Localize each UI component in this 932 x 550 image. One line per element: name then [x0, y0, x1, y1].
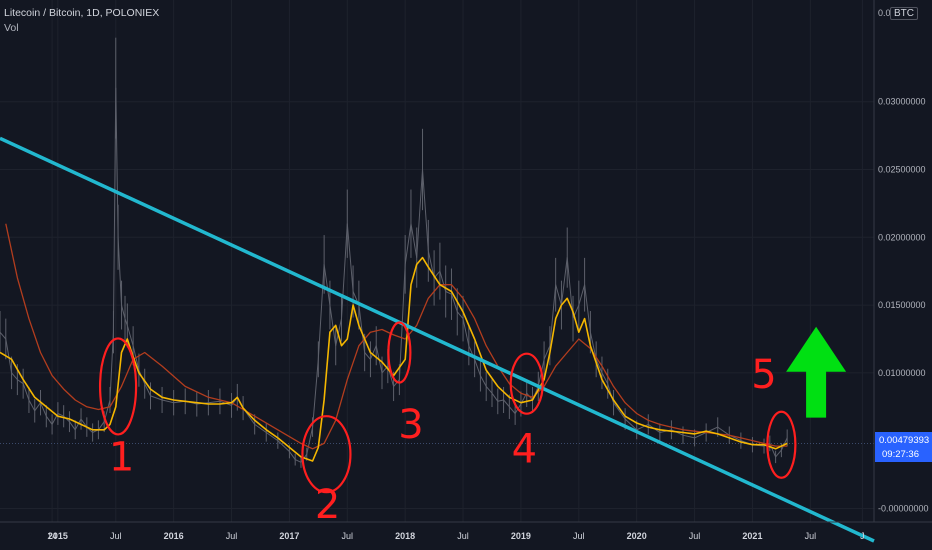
y-tick-label: 0.02500000: [878, 164, 926, 174]
y-tick-label: 0.0: [878, 8, 891, 18]
x-tick-label: J: [860, 531, 865, 541]
x-tick-label: 2018: [395, 531, 415, 541]
x-tick-label: 2015: [48, 531, 68, 541]
y-tick-label: 0.01500000: [878, 300, 926, 310]
annotation-circle: [301, 415, 352, 494]
y-tick-label: 0.01000000: [878, 368, 926, 378]
trendline[interactable]: [0, 136, 875, 543]
symbol-title[interactable]: Litecoin / Bitcoin, 1D, POLONIEX: [4, 7, 160, 19]
x-tick-label: Jul: [457, 531, 469, 541]
last-price-value: 0.00479393: [879, 435, 929, 446]
x-tick-label: 2020: [627, 531, 647, 541]
currency-badge[interactable]: BTC: [890, 7, 918, 20]
annotations: 1 2 3 4 5: [98, 321, 847, 528]
price-axis[interactable]: 0.03000000 0.02500000 0.02000000 0.01500000…: [878, 8, 929, 513]
up-arrow-icon: [786, 326, 847, 418]
x-tick-label: 2016: [164, 531, 184, 541]
annotation-number: 2: [315, 482, 340, 528]
last-price-label: 0.00479393 09:27:36: [875, 432, 932, 462]
y-tick-label: -0.00000000: [878, 503, 929, 513]
slow-moving-average-line: [5, 223, 788, 450]
annotation-circle: [98, 337, 138, 436]
annotation-number: 4: [512, 426, 537, 472]
volume-legend[interactable]: Vol: [4, 22, 19, 34]
bar-countdown: 09:27:36: [882, 449, 919, 460]
annotation-circle: [509, 352, 544, 415]
x-tick-label: 14: [47, 531, 57, 541]
x-tick-label: Jul: [805, 531, 817, 541]
y-tick-label: 0.02000000: [878, 232, 926, 242]
annotation-circle: [766, 410, 797, 479]
annotation-number: 3: [398, 402, 423, 448]
x-tick-label: Jul: [573, 531, 585, 541]
x-tick-label: 2019: [511, 531, 531, 541]
x-tick-label: Jul: [110, 531, 122, 541]
annotation-circle: [387, 321, 412, 384]
x-tick-label: Jul: [226, 531, 238, 541]
x-tick-label: Jul: [689, 531, 701, 541]
last-price-label-bg: [875, 432, 932, 462]
annotation-number: 1: [109, 434, 134, 480]
y-tick-label: 0.03000000: [878, 97, 926, 107]
x-tick-label: Jul: [342, 531, 354, 541]
x-tick-label: 2021: [742, 531, 762, 541]
x-tick-label: 2017: [279, 531, 299, 541]
annotation-number: 5: [751, 352, 776, 398]
